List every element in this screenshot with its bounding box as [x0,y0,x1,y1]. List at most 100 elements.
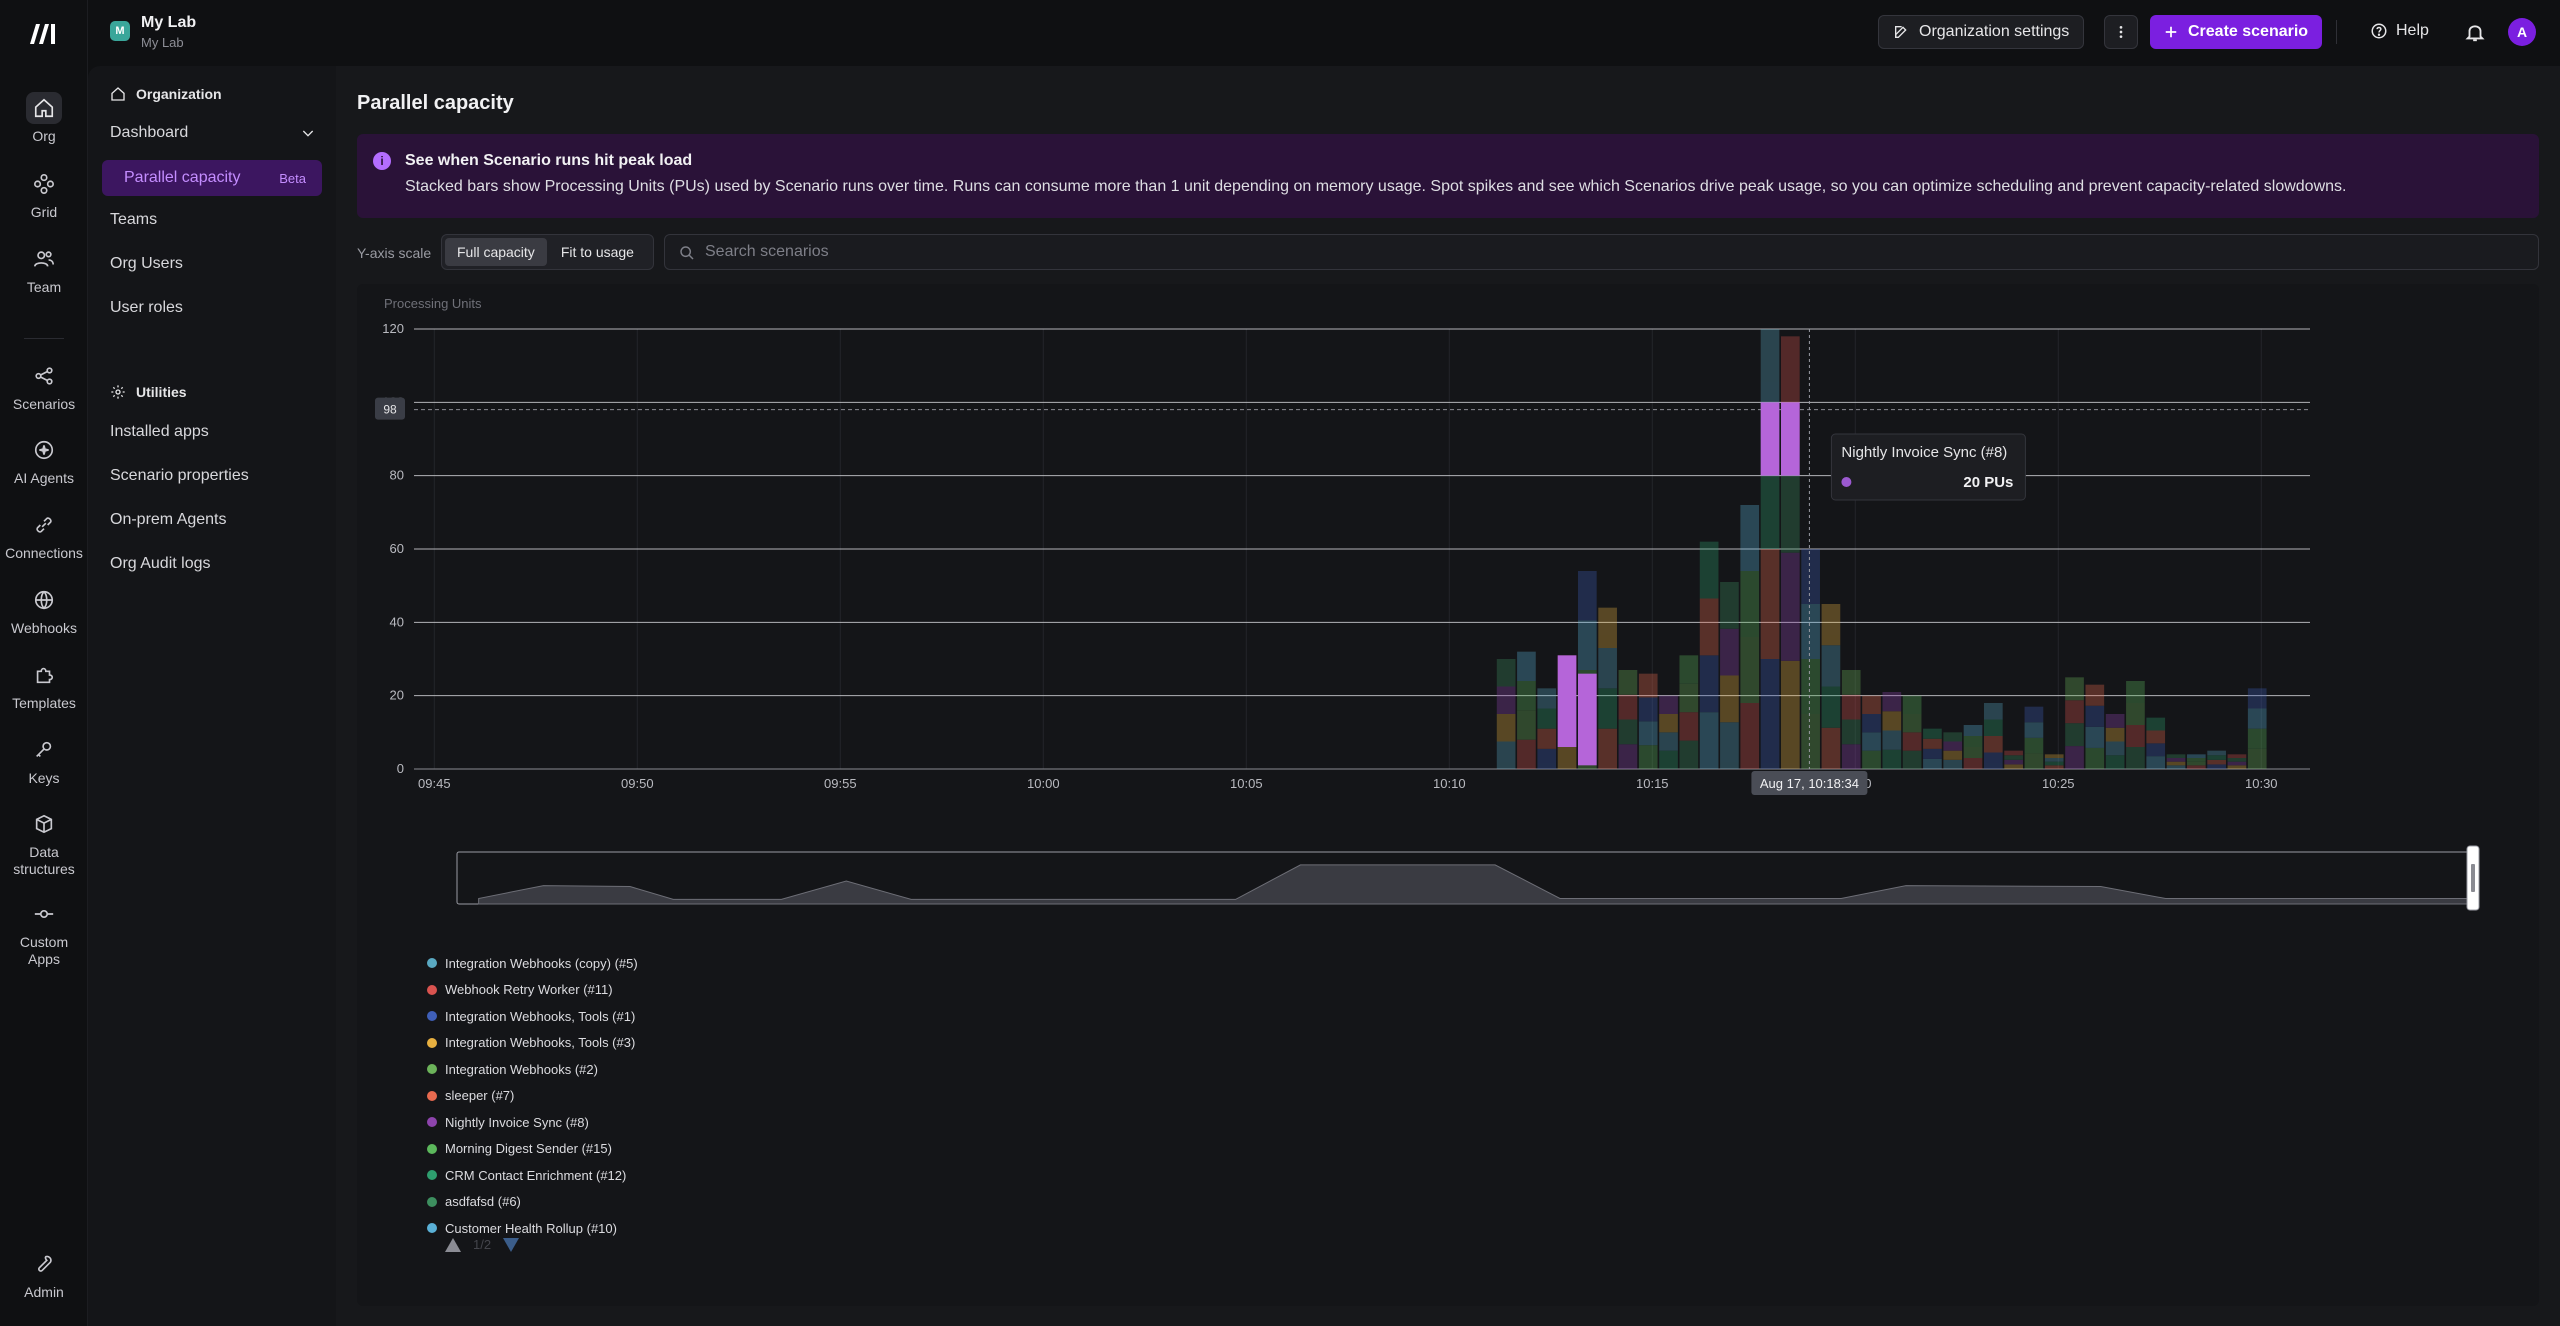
bar-segment [2207,755,2226,760]
legend-next-icon[interactable] [503,1237,520,1252]
legend-item[interactable]: Nightly Invoice Sync (#8) [427,1109,638,1136]
user-avatar[interactable]: A [2508,18,2536,46]
capacity-chart[interactable]: Processing Units0204060801001209809:4509… [357,284,2539,1306]
bar-segment [1679,683,1699,713]
grid-icon [34,174,54,194]
y-tick-label: 120 [382,321,404,336]
legend-item[interactable]: Customer Health Rollup (#10) [427,1215,638,1242]
bar-segment [1983,703,2003,720]
legend-item[interactable]: Morning Digest Sender (#15) [427,1136,638,1163]
rail-custom-apps[interactable]: Custom Apps [0,898,88,968]
rail-org-label: Org [32,128,56,144]
rail-keys[interactable]: Keys [0,734,88,786]
bar [1537,688,1557,769]
fit-to-usage-option[interactable]: Fit to usage [560,244,634,260]
bar-segment [1659,732,1678,751]
sidebar-item-user-roles[interactable]: User roles [110,299,183,316]
sidebar-item-on-prem-agents[interactable]: On-prem Agents [110,511,227,528]
more-options-button[interactable] [2104,15,2138,49]
rail-ai-agents[interactable]: AI Agents [0,434,88,486]
chart-legend: Integration Webhooks (copy) (#5) Webhook … [427,950,638,1242]
rail-org[interactable]: Org [0,92,88,144]
bar-segment [2247,688,2267,709]
bar [1943,732,1963,769]
banner-title: See when Scenario runs hit peak load [405,152,693,169]
rail-data-structures[interactable]: Data structures [0,808,88,878]
bar-segment [1943,732,1963,742]
rail-connections-label: Connections [5,545,83,561]
legend-item[interactable]: Integration Webhooks (copy) (#5) [427,950,638,977]
make-logo[interactable] [26,18,62,50]
full-capacity-option[interactable]: Full capacity [445,238,547,266]
rail-templates[interactable]: Templates [0,659,88,711]
rail-grid[interactable]: Grid [0,168,88,220]
bar-segment [1963,747,1983,758]
y-tick-label: 40 [390,614,404,629]
legend-item[interactable]: asdfafsd (#6) [427,1189,638,1216]
bar-segment [1902,714,1922,733]
bar-segment [1902,695,1922,714]
legend-item[interactable]: Integration Webhooks, Tools (#1) [427,1003,638,1030]
ai-agent-icon [34,440,54,460]
create-scenario-button[interactable]: Create scenario [2150,15,2323,49]
tooltip-series-dot [1841,477,1852,487]
help-button[interactable]: Help [2370,22,2429,40]
legend-item[interactable]: Integration Webhooks (#2) [427,1056,638,1083]
sidebar-item-org-users[interactable]: Org Users [110,255,183,272]
rail-webhooks[interactable]: Webhooks [0,584,88,636]
bar-segment [2207,750,2226,756]
rail-scenarios[interactable]: Scenarios [0,360,88,412]
bar-segment [1496,659,1516,687]
bar-segment [1598,728,1617,769]
bar-segment [1699,541,1719,599]
topbar-divider [2336,20,2337,44]
bar-segment [1638,745,1658,769]
legend-item[interactable]: CRM Contact Enrichment (#12) [427,1162,638,1189]
notifications-bell-icon[interactable] [2464,21,2486,43]
bar-segment [1638,697,1658,722]
sidebar-item-parallel-capacity[interactable]: Parallel capacity Beta [102,160,322,196]
sidebar-item-org-audit-logs[interactable]: Org Audit logs [110,555,211,572]
bar-segment [1537,748,1557,769]
legend-prev-icon[interactable] [445,1237,461,1252]
bar-segment [2004,755,2023,760]
legend-item[interactable]: sleeper (#7) [427,1083,638,1110]
sidebar-item-scenario-properties[interactable]: Scenario properties [110,467,249,484]
bar-segment [1821,645,1841,687]
organization-settings-button[interactable]: Organization settings [1878,15,2085,49]
bar-segment [2004,759,2023,765]
rail-connections[interactable]: Connections [0,509,88,561]
bar-segment [2085,705,2105,727]
sidebar-item-teams[interactable]: Teams [110,211,158,228]
bar-segment [2146,730,2166,744]
bar-segment [2085,747,2105,769]
rail-admin[interactable]: Admin [0,1248,88,1300]
legend-item[interactable]: Webhook Retry Worker (#11) [427,977,638,1004]
bar [1862,695,1881,769]
sidebar-item-installed-apps[interactable]: Installed apps [110,423,209,440]
bar-segment [1923,748,1942,759]
x-tick-label: 10:15 [1636,776,1669,791]
bar-segment [1638,721,1658,746]
cursor-label-box [1751,771,1868,795]
bar-segment [1821,604,1841,646]
org-name[interactable]: My Lab [141,14,197,31]
org-avatar[interactable]: M [110,21,130,41]
bar [2065,677,2084,769]
search-scenarios-input[interactable] [705,235,2505,269]
rail-team[interactable]: Team [0,243,88,295]
bar-segment [1577,620,1597,670]
bar-segment [1679,655,1699,684]
bar-segment [2126,725,2145,747]
legend-item[interactable]: Integration Webhooks, Tools (#3) [427,1030,638,1057]
bar-segment [2166,761,2186,766]
sidebar-item-dashboard[interactable]: Dashboard [110,124,316,142]
y-axis-label: Processing Units [384,296,482,311]
legend-item-label: Integration Webhooks (copy) (#5) [445,955,638,971]
bar [1801,549,1820,769]
search-icon [680,246,694,260]
tooltip-value: 20 PUs [1963,474,2013,491]
legend-page-indicator: 1/2 [473,1237,492,1252]
bar-segment [2247,708,2267,729]
highlight-segment [1577,673,1597,766]
